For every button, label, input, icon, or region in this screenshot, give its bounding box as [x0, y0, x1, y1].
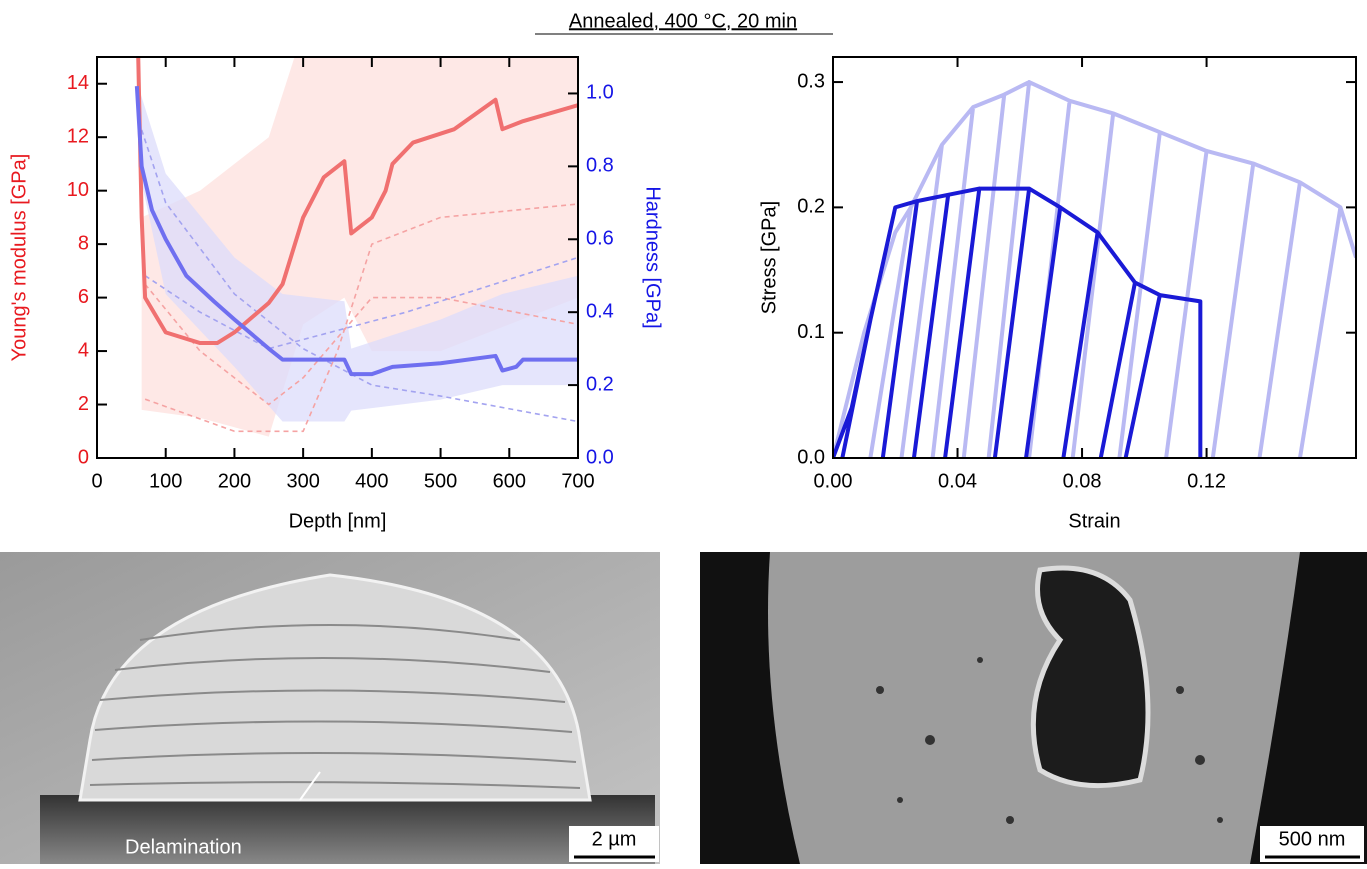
y2-tick-label: 0.2 [586, 373, 614, 395]
annotation: Delamination [125, 836, 242, 858]
y-tick-label: 10 [67, 179, 89, 201]
x-tick-label: 0 [91, 470, 102, 492]
scale-bar-label: 2 µm [592, 828, 637, 850]
x-tick-label: 0.08 [1063, 470, 1102, 492]
data-line [144, 256, 578, 350]
y2-tick-label: 0.0 [586, 446, 614, 468]
y-tick-label: 0.1 [797, 321, 825, 343]
x-tick-label: 500 [424, 470, 457, 492]
y-axis-label: Stress [GPa] [758, 201, 780, 314]
x-tick-label: 300 [286, 470, 319, 492]
plot-frame [96, 56, 579, 459]
scale-bar-label: 500 nm [1279, 828, 1346, 850]
plot-area [134, 57, 578, 437]
y-tick-label: 8 [78, 232, 89, 254]
y-axis-label: Young's modulus [GPa] [8, 154, 30, 362]
y-tick-label: 0.2 [797, 196, 825, 218]
x-axis-label: Depth [nm] [289, 510, 387, 532]
x-tick-label: 200 [218, 470, 251, 492]
y2-tick-label: 0.6 [586, 228, 614, 250]
y-tick-label: 0.3 [797, 70, 825, 92]
figure-title: Annealed, 400 °C, 20 min [569, 10, 797, 32]
y2-axis-label: Hardness [GPa] [642, 186, 664, 328]
x-tick-label: 100 [149, 470, 182, 492]
y-tick-label: 0.0 [797, 446, 825, 468]
plot-frame [832, 56, 1357, 459]
y-tick-label: 0 [78, 446, 89, 468]
x-tick-label: 700 [561, 470, 594, 492]
plot-area [833, 80, 1356, 458]
data-line [144, 283, 578, 406]
y-tick-label: 6 [78, 286, 89, 308]
data-line [833, 186, 1203, 458]
y2-tick-label: 0.4 [586, 300, 614, 322]
y-tick-label: 2 [78, 393, 89, 415]
data-line [144, 203, 578, 433]
y-tick-label: 12 [67, 125, 89, 147]
x-tick-label: 600 [493, 470, 526, 492]
x-axis-label: Strain [1068, 510, 1120, 532]
y2-tick-label: 0.8 [586, 155, 614, 177]
x-tick-label: 0.12 [1187, 470, 1226, 492]
data-line [134, 86, 578, 377]
y2-tick-label: 1.0 [586, 82, 614, 104]
data-line [140, 129, 578, 423]
data-line [136, 57, 578, 346]
data-line [833, 80, 1356, 458]
micrograph-left: Delamination 2 µm [0, 552, 660, 864]
x-tick-label: 0.00 [814, 470, 853, 492]
micrograph-right: 500 nm [700, 552, 1367, 864]
x-tick-label: 400 [355, 470, 388, 492]
y-tick-label: 4 [78, 339, 89, 361]
y-tick-label: 14 [67, 72, 89, 94]
x-tick-label: 0.04 [938, 470, 977, 492]
